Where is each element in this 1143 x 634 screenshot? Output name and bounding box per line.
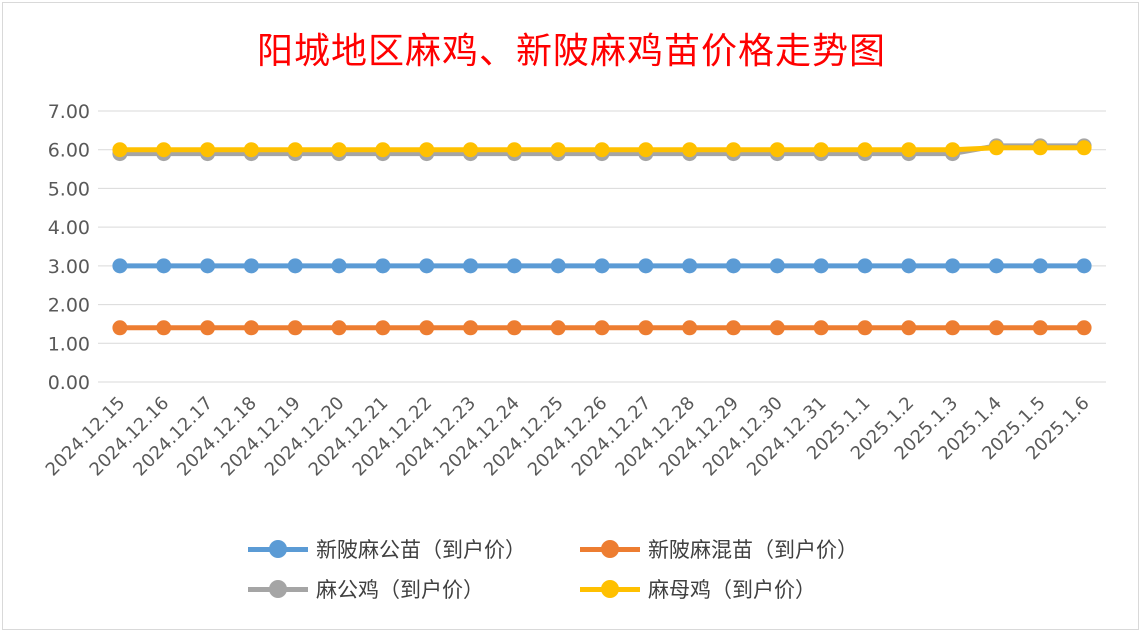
series-2-point-14 (725, 320, 741, 336)
series-1-point-9 (506, 258, 522, 274)
series-4-point-1 (156, 142, 172, 158)
y-tick-label-6: 6.00 (48, 140, 90, 162)
legend-swatch-1 (248, 539, 308, 559)
y-tick-label-7: 7.00 (48, 101, 90, 123)
series-1-point-16 (813, 258, 829, 274)
series-4-point-21 (1032, 140, 1048, 156)
series-4-point-0 (112, 142, 128, 158)
series-2-point-15 (769, 320, 785, 336)
legend-item-series-1: 新陂麻公苗（到户价） (248, 534, 526, 564)
series-1-point-7 (419, 258, 435, 274)
series-1-point-4 (287, 258, 303, 274)
series-4-point-19 (945, 142, 961, 158)
series-4-point-10 (550, 142, 566, 158)
series-1 (112, 258, 1092, 274)
series-1-point-20 (988, 258, 1004, 274)
y-tick-label-0: 0.00 (48, 372, 90, 394)
legend-label-2: 新陂麻混苗（到户价） (648, 538, 858, 562)
series-2-point-16 (813, 320, 829, 336)
series-2-point-4 (287, 320, 303, 336)
y-tick-label-1: 1.00 (48, 333, 90, 355)
series-2-point-10 (550, 320, 566, 336)
series-1-point-5 (331, 258, 347, 274)
series-2-point-6 (375, 320, 391, 336)
series-1-point-13 (682, 258, 698, 274)
series-2-point-12 (638, 320, 654, 336)
series-2-point-17 (857, 320, 873, 336)
series-1-point-15 (769, 258, 785, 274)
legend-item-series-4: 麻母鸡（到户价） (580, 574, 816, 604)
series-2 (112, 320, 1092, 336)
series-2-point-11 (594, 320, 610, 336)
series-2-point-20 (988, 320, 1004, 336)
series-2-point-22 (1076, 320, 1092, 336)
series-1-point-6 (375, 258, 391, 274)
series-2-point-21 (1032, 320, 1048, 336)
series-1-point-12 (638, 258, 654, 274)
series-2-point-18 (901, 320, 917, 336)
series-4-point-3 (243, 142, 259, 158)
legend-item-series-2: 新陂麻混苗（到户价） (580, 534, 858, 564)
x-tick-labels: 2024.12.152024.12.162024.12.172024.12.18… (42, 393, 1094, 481)
series-4-point-5 (331, 142, 347, 158)
y-tick-label-5: 5.00 (48, 178, 90, 200)
series-1-point-3 (243, 258, 259, 274)
series-1-point-0 (112, 258, 128, 274)
series-4-point-18 (901, 142, 917, 158)
legend-label-3: 麻公鸡（到户价） (316, 578, 484, 602)
series-4-point-6 (375, 142, 391, 158)
legend-label-1: 新陂麻公苗（到户价） (316, 538, 526, 562)
legend-item-series-3: 麻公鸡（到户价） (248, 574, 484, 604)
series-1-point-17 (857, 258, 873, 274)
series-1-point-1 (156, 258, 172, 274)
series-4-point-11 (594, 142, 610, 158)
series-2-point-7 (419, 320, 435, 336)
series-4-point-13 (682, 142, 698, 158)
y-tick-label-4: 4.00 (48, 217, 90, 239)
series-2-point-8 (463, 320, 479, 336)
y-tick-label-2: 2.00 (48, 295, 90, 317)
legend-label-4: 麻母鸡（到户价） (648, 578, 816, 602)
series-4-point-7 (419, 142, 435, 158)
legend-swatch-4 (580, 579, 640, 599)
series-2-point-0 (112, 320, 128, 336)
series-2-point-1 (156, 320, 172, 336)
series-1-point-11 (594, 258, 610, 274)
series-2-point-9 (506, 320, 522, 336)
series-4-point-17 (857, 142, 873, 158)
series-2-point-5 (331, 320, 347, 336)
series-2-point-3 (243, 320, 259, 336)
series-4-point-8 (463, 142, 479, 158)
series-4-point-20 (988, 140, 1004, 156)
series-1-point-21 (1032, 258, 1048, 274)
series-4-point-14 (725, 142, 741, 158)
legend-swatch-3 (248, 579, 308, 599)
series-2-point-13 (682, 320, 698, 336)
series-1-point-2 (200, 258, 216, 274)
series-1-point-10 (550, 258, 566, 274)
y-tick-label-3: 3.00 (48, 256, 90, 278)
series-4-point-9 (506, 142, 522, 158)
series-2-point-2 (200, 320, 216, 336)
series-4-point-22 (1076, 140, 1092, 156)
y-tick-labels: 0.00 1.00 2.00 3.00 4.00 5.00 6.00 7.00 (48, 101, 90, 394)
series-1-point-14 (725, 258, 741, 274)
series-2-point-19 (945, 320, 961, 336)
series-4-point-2 (200, 142, 216, 158)
series-1-point-8 (463, 258, 479, 274)
series-1-point-19 (945, 258, 961, 274)
series-4-point-16 (813, 142, 829, 158)
series-4-point-12 (638, 142, 654, 158)
series-4-point-15 (769, 142, 785, 158)
series-1-point-18 (901, 258, 917, 274)
series-4 (112, 140, 1092, 158)
chart-title: 阳城地区麻鸡、新陂麻鸡苗价格走势图 (256, 31, 886, 72)
series-1-point-22 (1076, 258, 1092, 274)
legend-swatch-2 (580, 539, 640, 559)
series-group (112, 138, 1092, 336)
series-4-point-4 (287, 142, 303, 158)
